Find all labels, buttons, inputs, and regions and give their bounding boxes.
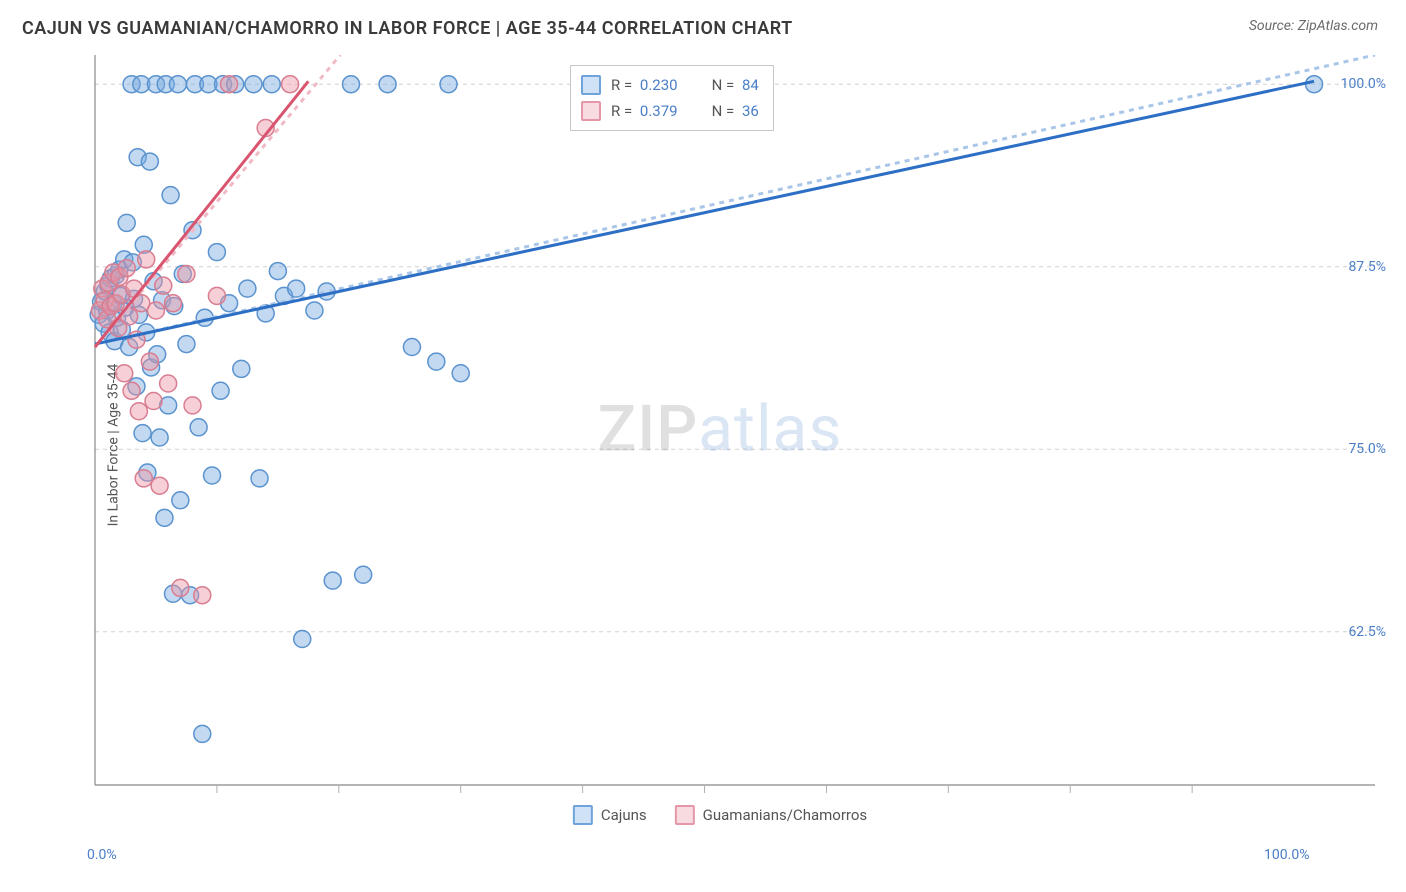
- n-value: 36: [738, 102, 759, 120]
- legend-stat-row: R = 0.230 N = 84: [581, 72, 759, 98]
- legend-stat-row: R = 0.379 N = 36: [581, 98, 759, 124]
- n-label: N = 84: [712, 76, 759, 94]
- n-label: N = 36: [712, 102, 759, 120]
- legend-label: Guamanians/Chamorros: [703, 806, 867, 824]
- n-value: 84: [738, 76, 759, 94]
- x-tick-label: 0.0%: [87, 847, 117, 863]
- legend-series: Cajuns Guamanians/Chamorros: [573, 805, 867, 825]
- legend-swatch: [573, 805, 593, 825]
- r-value: 0.230: [636, 76, 677, 94]
- chart-title: CAJUN VS GUAMANIAN/CHAMORRO IN LABOR FOR…: [22, 18, 793, 39]
- chart-container: In Labor Force | Age 35-44 ZIPatlas R = …: [50, 55, 1390, 835]
- y-tick-label: 75.0%: [1348, 441, 1386, 457]
- y-tick-label: 100.0%: [1341, 76, 1386, 92]
- y-tick-label: 62.5%: [1348, 624, 1386, 640]
- legend-swatch: [581, 101, 601, 121]
- r-label: R = 0.230: [611, 76, 678, 94]
- legend-item: Cajuns: [573, 805, 647, 825]
- y-tick-label: 87.5%: [1348, 259, 1386, 275]
- legend-swatch: [581, 75, 601, 95]
- legend-swatch: [675, 805, 695, 825]
- source-label: Source: ZipAtlas.com: [1249, 18, 1378, 34]
- header: CAJUN VS GUAMANIAN/CHAMORRO IN LABOR FOR…: [0, 0, 1406, 47]
- r-label: R = 0.379: [611, 102, 678, 120]
- x-tick-label: 100.0%: [1264, 847, 1309, 863]
- r-value: 0.379: [636, 102, 677, 120]
- legend-stats: R = 0.230 N = 84 R = 0.379 N = 36: [570, 65, 774, 131]
- chart-svg: [50, 55, 1390, 835]
- legend-label: Cajuns: [601, 806, 647, 824]
- legend-item: Guamanians/Chamorros: [675, 805, 867, 825]
